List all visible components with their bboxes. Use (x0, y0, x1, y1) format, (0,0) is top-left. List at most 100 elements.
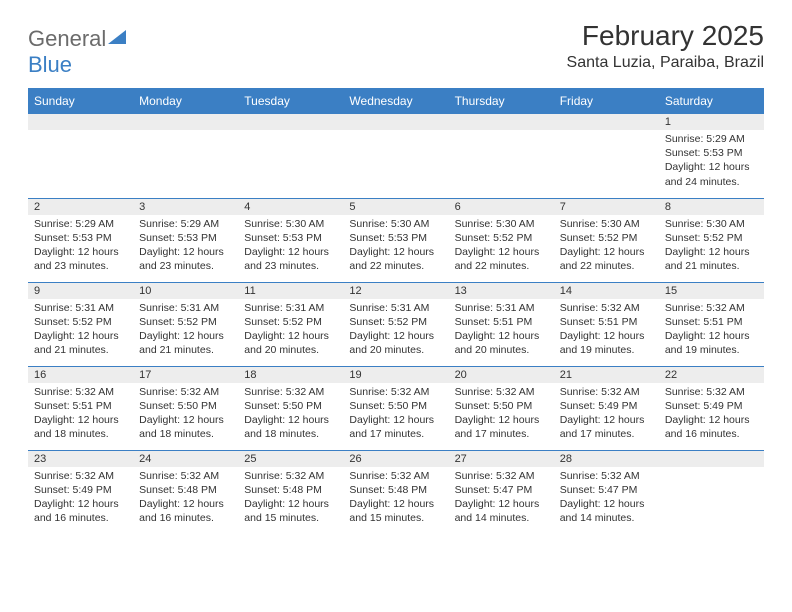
sunrise-text: Sunrise: 5:31 AM (34, 301, 127, 315)
calendar-cell (238, 114, 343, 198)
day-content: Sunrise: 5:31 AMSunset: 5:52 PMDaylight:… (28, 299, 133, 362)
calendar-page: GeneralBlue February 2025 Santa Luzia, P… (0, 0, 792, 554)
day-number: 23 (28, 451, 133, 467)
day-content: Sunrise: 5:32 AMSunset: 5:49 PMDaylight:… (659, 383, 764, 446)
day-number-empty (659, 451, 764, 467)
day-content: Sunrise: 5:32 AMSunset: 5:49 PMDaylight:… (28, 467, 133, 530)
weekday-header: Wednesday (343, 88, 448, 114)
day-content: Sunrise: 5:32 AMSunset: 5:50 PMDaylight:… (238, 383, 343, 446)
calendar-cell: 10Sunrise: 5:31 AMSunset: 5:52 PMDayligh… (133, 282, 238, 366)
sunrise-text: Sunrise: 5:32 AM (455, 469, 548, 483)
calendar-cell: 12Sunrise: 5:31 AMSunset: 5:52 PMDayligh… (343, 282, 448, 366)
day-content: Sunrise: 5:32 AMSunset: 5:50 PMDaylight:… (133, 383, 238, 446)
sunset-text: Sunset: 5:50 PM (455, 399, 548, 413)
page-header: GeneralBlue February 2025 Santa Luzia, P… (28, 20, 764, 78)
sunset-text: Sunset: 5:49 PM (34, 483, 127, 497)
logo: GeneralBlue (28, 20, 128, 78)
sunrise-text: Sunrise: 5:32 AM (665, 385, 758, 399)
day-content: Sunrise: 5:32 AMSunset: 5:50 PMDaylight:… (343, 383, 448, 446)
sunset-text: Sunset: 5:52 PM (349, 315, 442, 329)
calendar-cell: 21Sunrise: 5:32 AMSunset: 5:49 PMDayligh… (554, 366, 659, 450)
day-content: Sunrise: 5:32 AMSunset: 5:51 PMDaylight:… (28, 383, 133, 446)
daylight-text: Daylight: 12 hours and 24 minutes. (665, 160, 758, 188)
calendar-cell: 6Sunrise: 5:30 AMSunset: 5:52 PMDaylight… (449, 198, 554, 282)
calendar-cell: 4Sunrise: 5:30 AMSunset: 5:53 PMDaylight… (238, 198, 343, 282)
daylight-text: Daylight: 12 hours and 22 minutes. (455, 245, 548, 273)
sunset-text: Sunset: 5:51 PM (34, 399, 127, 413)
day-number: 3 (133, 199, 238, 215)
sunrise-text: Sunrise: 5:31 AM (139, 301, 232, 315)
sunrise-text: Sunrise: 5:32 AM (665, 301, 758, 315)
weekday-header: Friday (554, 88, 659, 114)
sunrise-text: Sunrise: 5:32 AM (349, 469, 442, 483)
day-number: 27 (449, 451, 554, 467)
calendar-cell: 17Sunrise: 5:32 AMSunset: 5:50 PMDayligh… (133, 366, 238, 450)
sunset-text: Sunset: 5:47 PM (560, 483, 653, 497)
day-number: 2 (28, 199, 133, 215)
daylight-text: Daylight: 12 hours and 17 minutes. (455, 413, 548, 441)
day-number: 28 (554, 451, 659, 467)
calendar-cell: 1Sunrise: 5:29 AMSunset: 5:53 PMDaylight… (659, 114, 764, 198)
daylight-text: Daylight: 12 hours and 18 minutes. (139, 413, 232, 441)
sunset-text: Sunset: 5:53 PM (139, 231, 232, 245)
day-number: 16 (28, 367, 133, 383)
sunrise-text: Sunrise: 5:30 AM (455, 217, 548, 231)
sunrise-text: Sunrise: 5:32 AM (349, 385, 442, 399)
day-number-empty (133, 114, 238, 130)
sunrise-text: Sunrise: 5:32 AM (244, 385, 337, 399)
day-number: 20 (449, 367, 554, 383)
day-content: Sunrise: 5:30 AMSunset: 5:52 PMDaylight:… (659, 215, 764, 278)
title-block: February 2025 Santa Luzia, Paraiba, Braz… (567, 20, 764, 72)
day-content: Sunrise: 5:30 AMSunset: 5:52 PMDaylight:… (554, 215, 659, 278)
weekday-header: Tuesday (238, 88, 343, 114)
day-number: 10 (133, 283, 238, 299)
calendar-cell: 19Sunrise: 5:32 AMSunset: 5:50 PMDayligh… (343, 366, 448, 450)
day-number: 11 (238, 283, 343, 299)
sunrise-text: Sunrise: 5:31 AM (349, 301, 442, 315)
sunset-text: Sunset: 5:52 PM (560, 231, 653, 245)
sunset-text: Sunset: 5:53 PM (244, 231, 337, 245)
calendar-cell: 9Sunrise: 5:31 AMSunset: 5:52 PMDaylight… (28, 282, 133, 366)
day-content: Sunrise: 5:32 AMSunset: 5:49 PMDaylight:… (554, 383, 659, 446)
day-content: Sunrise: 5:32 AMSunset: 5:47 PMDaylight:… (449, 467, 554, 530)
sunset-text: Sunset: 5:53 PM (34, 231, 127, 245)
calendar-cell: 7Sunrise: 5:30 AMSunset: 5:52 PMDaylight… (554, 198, 659, 282)
calendar-week-row: 2Sunrise: 5:29 AMSunset: 5:53 PMDaylight… (28, 198, 764, 282)
day-number: 13 (449, 283, 554, 299)
calendar-cell: 11Sunrise: 5:31 AMSunset: 5:52 PMDayligh… (238, 282, 343, 366)
sunset-text: Sunset: 5:51 PM (455, 315, 548, 329)
sunset-text: Sunset: 5:53 PM (349, 231, 442, 245)
daylight-text: Daylight: 12 hours and 21 minutes. (665, 245, 758, 273)
day-number: 15 (659, 283, 764, 299)
weekday-header: Monday (133, 88, 238, 114)
day-content: Sunrise: 5:32 AMSunset: 5:48 PMDaylight:… (238, 467, 343, 530)
logo-text: GeneralBlue (28, 26, 128, 78)
daylight-text: Daylight: 12 hours and 15 minutes. (244, 497, 337, 525)
day-number: 18 (238, 367, 343, 383)
daylight-text: Daylight: 12 hours and 19 minutes. (665, 329, 758, 357)
calendar-cell: 26Sunrise: 5:32 AMSunset: 5:48 PMDayligh… (343, 450, 448, 534)
calendar-cell: 23Sunrise: 5:32 AMSunset: 5:49 PMDayligh… (28, 450, 133, 534)
calendar-cell (343, 114, 448, 198)
day-number: 7 (554, 199, 659, 215)
day-content: Sunrise: 5:31 AMSunset: 5:52 PMDaylight:… (238, 299, 343, 362)
sunrise-text: Sunrise: 5:31 AM (244, 301, 337, 315)
day-number-empty (554, 114, 659, 130)
daylight-text: Daylight: 12 hours and 21 minutes. (34, 329, 127, 357)
daylight-text: Daylight: 12 hours and 20 minutes. (349, 329, 442, 357)
day-content: Sunrise: 5:31 AMSunset: 5:52 PMDaylight:… (343, 299, 448, 362)
day-number: 19 (343, 367, 448, 383)
calendar-week-row: 1Sunrise: 5:29 AMSunset: 5:53 PMDaylight… (28, 114, 764, 198)
calendar-cell: 3Sunrise: 5:29 AMSunset: 5:53 PMDaylight… (133, 198, 238, 282)
day-number: 4 (238, 199, 343, 215)
sunrise-text: Sunrise: 5:30 AM (244, 217, 337, 231)
weekday-header: Sunday (28, 88, 133, 114)
sunset-text: Sunset: 5:52 PM (139, 315, 232, 329)
daylight-text: Daylight: 12 hours and 17 minutes. (349, 413, 442, 441)
calendar-header-row: SundayMondayTuesdayWednesdayThursdayFrid… (28, 88, 764, 114)
daylight-text: Daylight: 12 hours and 20 minutes. (244, 329, 337, 357)
calendar-cell: 8Sunrise: 5:30 AMSunset: 5:52 PMDaylight… (659, 198, 764, 282)
sunset-text: Sunset: 5:52 PM (244, 315, 337, 329)
sunrise-text: Sunrise: 5:30 AM (349, 217, 442, 231)
sunset-text: Sunset: 5:50 PM (349, 399, 442, 413)
